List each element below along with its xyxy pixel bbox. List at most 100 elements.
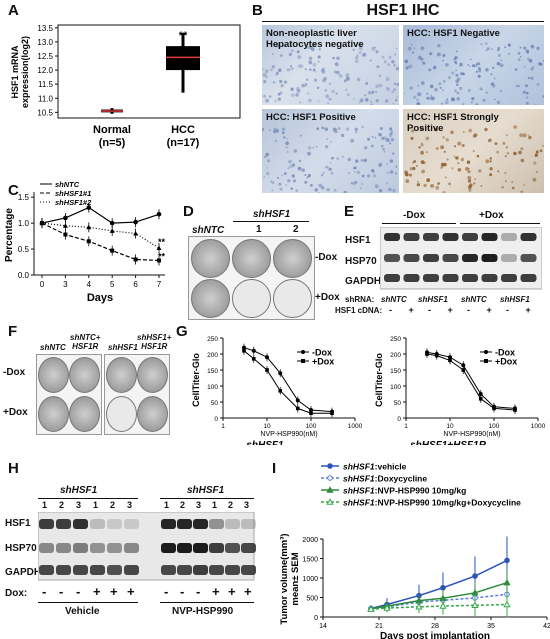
legend-label-part: :vehicle <box>375 462 407 472</box>
ihc-nucleus <box>472 64 476 68</box>
ihc-nucleus <box>520 147 524 151</box>
legend-label: -Dox <box>312 348 332 358</box>
e-shrna: shNTC <box>381 295 407 304</box>
h-dox-label: Dox: <box>5 588 28 599</box>
ihc-nucleus <box>367 91 372 95</box>
ihc-nucleus <box>332 127 337 132</box>
ihc-nucleus <box>356 77 361 82</box>
ihc-nucleus <box>454 60 457 64</box>
ihc-nucleus <box>286 151 289 153</box>
ihc-nucleus <box>490 48 494 51</box>
ihc-nucleus <box>391 90 394 94</box>
ihc-nucleus <box>475 103 479 105</box>
significance-label: ** <box>179 30 188 42</box>
data-point <box>110 248 115 253</box>
x-tick-label: 1 <box>404 423 408 430</box>
ihc-nucleus <box>277 97 281 101</box>
blot-band <box>56 543 71 553</box>
ihc-nucleus <box>290 67 294 71</box>
ihc-nucleus <box>375 99 379 103</box>
ihc-nucleus <box>316 86 320 89</box>
ihc-title-rule <box>262 21 544 22</box>
blot-band <box>481 274 498 282</box>
ihc-nucleus <box>420 127 424 131</box>
ihc-nucleus <box>434 127 438 132</box>
h-dox-value: + <box>212 584 220 599</box>
data-point <box>478 392 483 396</box>
ihc-nucleus <box>275 71 279 75</box>
ihc-nucleus <box>293 179 296 183</box>
ihc-nucleus <box>432 65 437 70</box>
ihc-nucleus <box>279 79 283 83</box>
y-axis-label: HSF1 mRNAexpression(log2) <box>10 36 30 108</box>
ihc-nucleus <box>301 168 305 172</box>
ihc-nucleus <box>363 158 367 163</box>
ihc-nucleus <box>356 54 359 57</box>
ihc-nucleus <box>391 60 395 64</box>
ihc-nucleus <box>360 159 364 162</box>
ihc-nucleus <box>455 79 460 84</box>
ihc-nucleus <box>378 189 383 193</box>
ihc-nucleus <box>455 156 459 160</box>
d-well <box>232 279 271 318</box>
ihc-nucleus <box>268 95 272 98</box>
series-line-shHSF1#1 <box>41 222 160 262</box>
ihc-nucleus <box>326 138 328 140</box>
ihc-nucleus <box>394 171 398 175</box>
ihc-caption-2: HCC: HSF1 Negative <box>407 28 500 39</box>
ihc-nucleus <box>440 145 444 150</box>
ihc-nucleus <box>264 69 269 73</box>
ihc-nucleus <box>416 98 419 102</box>
x-tick-label: 10 <box>263 423 271 430</box>
blot-band <box>241 519 256 529</box>
legend-label-part: :NVP-HSP990 10mg/kg+Doxycycline <box>375 498 521 508</box>
blot-band <box>423 254 439 262</box>
ihc-nucleus <box>292 163 296 167</box>
ihc-nucleus <box>277 43 281 47</box>
legend-marker <box>326 486 334 493</box>
y-tick-label: 0 <box>314 615 318 622</box>
e-blot-image <box>380 227 542 290</box>
ihc-nucleus <box>279 91 283 95</box>
y-tick-label: 10.5 <box>37 108 53 117</box>
h-lane-number: 3 <box>76 500 82 510</box>
data-point <box>461 368 466 372</box>
blot-band <box>124 519 139 529</box>
f-row: -Dox <box>3 367 26 378</box>
ihc-nucleus <box>330 141 332 143</box>
ihc-nucleus <box>455 50 458 53</box>
ihc-nucleus <box>536 82 540 87</box>
f-well <box>69 396 100 432</box>
ihc-nucleus <box>486 47 490 51</box>
ihc-nucleus <box>409 86 413 90</box>
ihc-nucleus <box>389 159 394 163</box>
blot-band <box>403 254 420 262</box>
f-well <box>137 357 168 393</box>
blot-band <box>193 565 208 575</box>
blot-band <box>161 565 176 575</box>
ihc-nucleus <box>367 174 371 178</box>
ihc-nucleus <box>396 82 399 86</box>
ihc-nucleus <box>492 66 495 69</box>
ihc-nucleus <box>307 175 310 179</box>
y-tick-label: 1.0 <box>18 219 30 228</box>
blot-band <box>124 543 139 553</box>
y-axis-label-line: expression(log2) <box>20 36 30 108</box>
ihc-nucleus <box>519 133 523 138</box>
h-lane-number: 3 <box>127 500 133 510</box>
ihc-nucleus <box>375 50 379 54</box>
ihc-nucleus <box>336 157 339 160</box>
ihc-nucleus <box>389 132 393 136</box>
h-dox-value: - <box>76 584 81 599</box>
d-well <box>273 279 312 318</box>
ihc-nucleus <box>361 125 364 129</box>
d-group-rule <box>233 221 309 222</box>
ihc-nucleus <box>381 136 385 140</box>
ihc-nucleus <box>477 67 481 71</box>
blot-band <box>462 233 478 241</box>
ihc-nucleus <box>379 165 381 167</box>
ihc-nucleus <box>455 69 457 72</box>
blot-band <box>241 565 256 575</box>
blot-band <box>39 565 54 575</box>
ihc-nucleus <box>494 98 496 101</box>
